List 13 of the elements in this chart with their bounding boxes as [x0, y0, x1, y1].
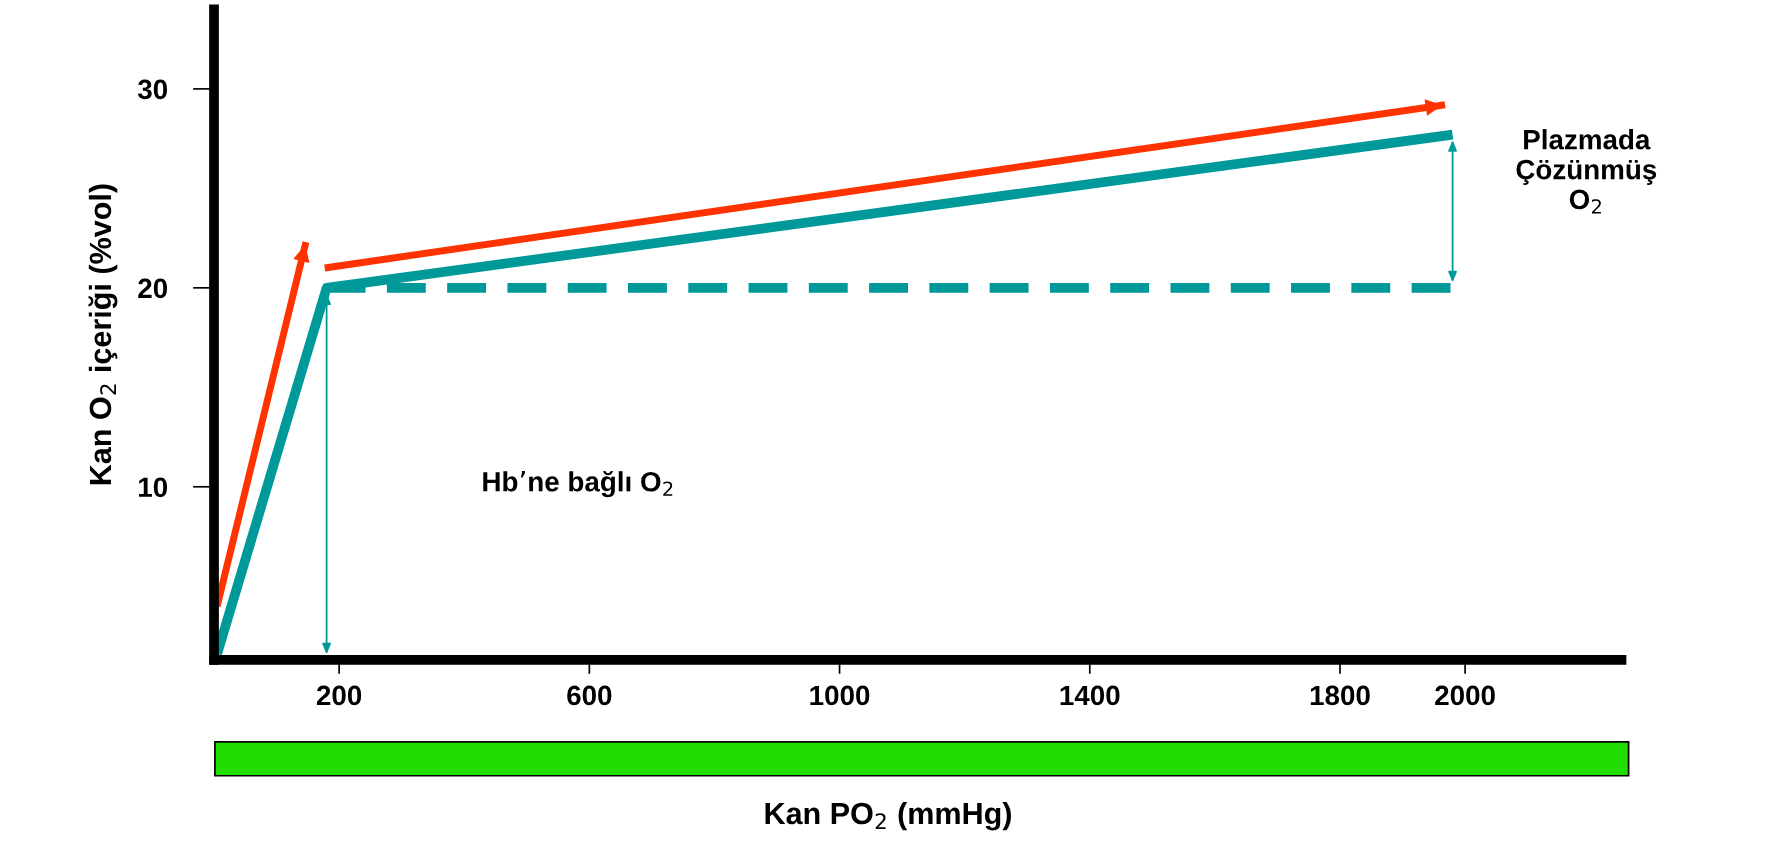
- x-tick-label: 1000: [810, 685, 870, 706]
- annotation: Hb’ne bağlı O$_{2}$: [483, 470, 673, 498]
- x-tick-label: 2000: [1435, 685, 1495, 706]
- x-tick-label: 200: [316, 685, 362, 706]
- x-tick-label: 1800: [1310, 685, 1370, 706]
- y-axis-title: Kan O$_{2}$ içeriği (%vol): [88, 184, 118, 485]
- annotation: Plazmada Çözünmüş O$_{2}$: [1516, 129, 1657, 214]
- x-axis-title: Kan PO$_{2}$ (mmHg): [765, 801, 1011, 831]
- y-tick-label: 20: [138, 278, 168, 299]
- x-tick-label: 600: [567, 685, 612, 706]
- x-tick-label: 1400: [1060, 685, 1120, 706]
- y-tick-label: 10: [139, 477, 168, 498]
- y-tick-label: 30: [137, 79, 168, 100]
